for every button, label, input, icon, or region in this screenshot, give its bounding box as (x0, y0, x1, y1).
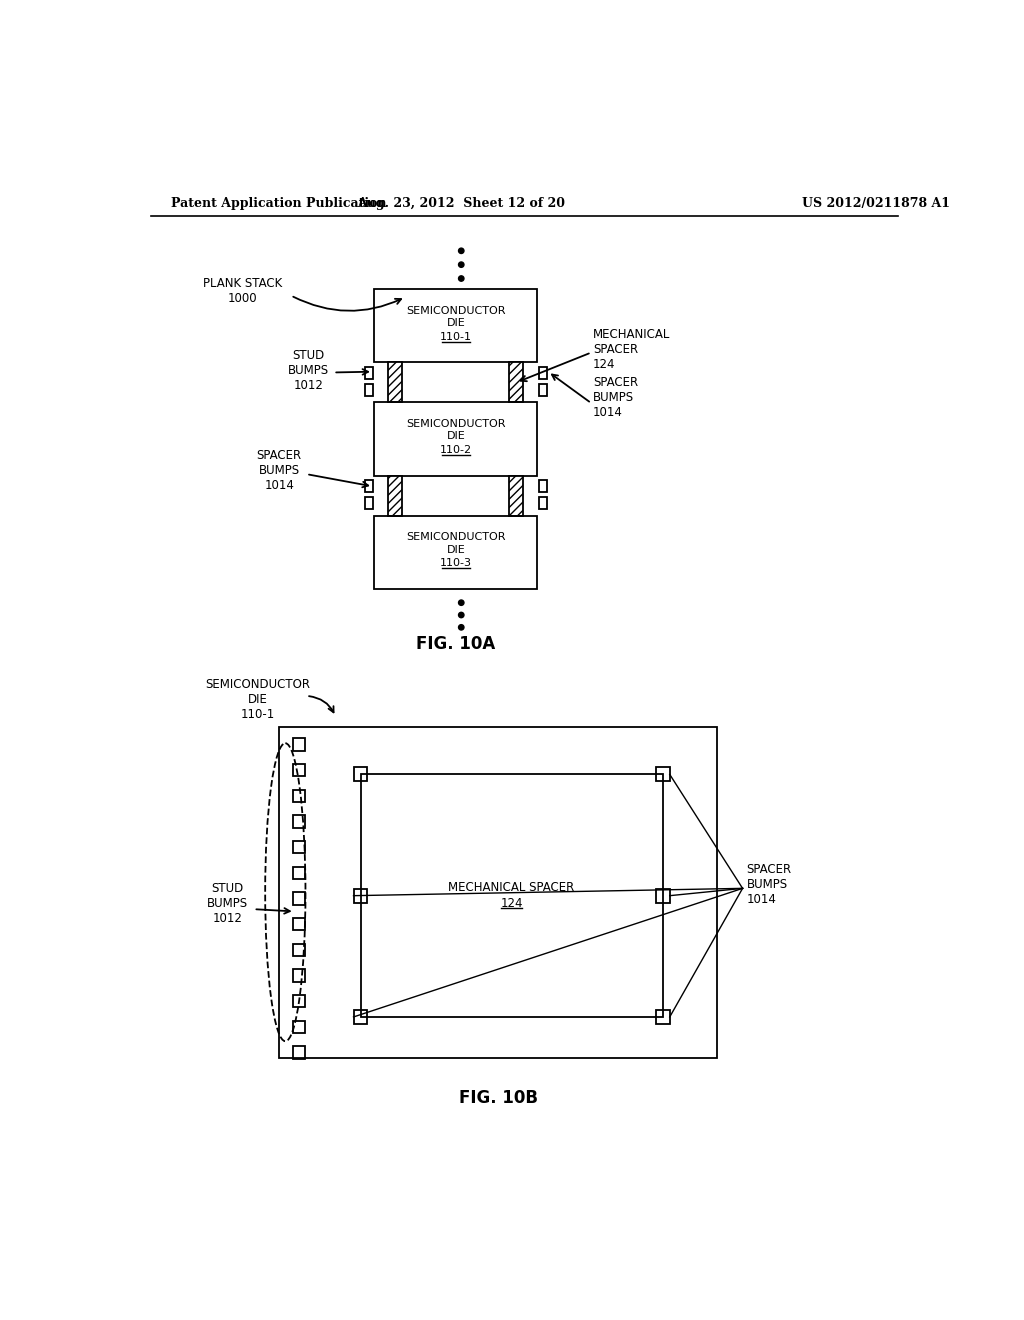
Bar (293, 764, 305, 776)
Bar (353, 1010, 368, 1024)
Text: SEMICONDUCTOR: SEMICONDUCTOR (407, 306, 506, 315)
Bar (388, 363, 402, 403)
Text: 124: 124 (501, 896, 523, 909)
Bar (509, 363, 523, 403)
Bar (366, 367, 373, 379)
Circle shape (459, 248, 464, 253)
Text: 110-3: 110-3 (440, 558, 472, 569)
Bar (353, 888, 368, 903)
Text: Aug. 23, 2012  Sheet 12 of 20: Aug. 23, 2012 Sheet 12 of 20 (357, 197, 565, 210)
Circle shape (459, 612, 464, 618)
Bar (366, 384, 373, 396)
Text: STUD
BUMPS
1012: STUD BUMPS 1012 (207, 882, 248, 925)
Text: MECHANICAL SPACER: MECHANICAL SPACER (449, 882, 574, 895)
Text: SEMICONDUCTOR: SEMICONDUCTOR (407, 532, 506, 543)
Bar (388, 475, 402, 516)
Bar (293, 1047, 305, 1059)
Bar (539, 498, 547, 508)
Bar (293, 1020, 305, 1032)
Bar (293, 789, 305, 801)
Bar (539, 367, 547, 379)
Text: SPACER
BUMPS
1014: SPACER BUMPS 1014 (257, 449, 302, 492)
Bar (293, 995, 305, 1007)
Text: FIG. 10B: FIG. 10B (459, 1089, 538, 1106)
Bar (293, 944, 305, 956)
Bar (293, 892, 305, 904)
Bar (375, 403, 538, 475)
Bar (366, 480, 373, 492)
Text: SEMICONDUCTOR
DIE
110-1: SEMICONDUCTOR DIE 110-1 (206, 678, 310, 721)
Text: PLANK STACK
1000: PLANK STACK 1000 (203, 277, 283, 305)
Bar (375, 516, 538, 589)
Bar (375, 289, 538, 363)
Bar (509, 475, 523, 516)
Text: 110-1: 110-1 (440, 333, 472, 342)
Text: Patent Application Publication: Patent Application Publication (171, 197, 386, 210)
Text: SEMICONDUCTOR: SEMICONDUCTOR (407, 418, 506, 429)
Circle shape (459, 601, 464, 606)
Bar (655, 888, 670, 903)
Text: DIE: DIE (446, 432, 465, 441)
Circle shape (459, 276, 464, 281)
Text: MECHANICAL
SPACER
124: MECHANICAL SPACER 124 (593, 327, 671, 371)
Circle shape (459, 261, 464, 268)
Text: FIG. 10A: FIG. 10A (416, 635, 496, 653)
Bar (539, 384, 547, 396)
Bar (293, 738, 305, 751)
Bar (293, 917, 305, 931)
Bar (293, 841, 305, 853)
Bar (366, 498, 373, 508)
Text: STUD
BUMPS
1012: STUD BUMPS 1012 (288, 348, 329, 392)
Bar (539, 480, 547, 492)
Text: US 2012/0211878 A1: US 2012/0211878 A1 (802, 197, 950, 210)
Bar (360, 775, 663, 1016)
Text: SPACER
BUMPS
1014: SPACER BUMPS 1014 (746, 863, 792, 906)
Text: DIE: DIE (446, 545, 465, 554)
Text: 110-2: 110-2 (439, 445, 472, 455)
Bar (293, 866, 305, 879)
Bar (280, 726, 717, 1057)
Bar (293, 816, 305, 828)
Bar (655, 767, 670, 781)
Bar (655, 1010, 670, 1024)
Circle shape (459, 624, 464, 630)
Bar (353, 767, 368, 781)
Bar (293, 969, 305, 982)
Text: SPACER
BUMPS
1014: SPACER BUMPS 1014 (593, 376, 638, 418)
Text: DIE: DIE (446, 318, 465, 329)
